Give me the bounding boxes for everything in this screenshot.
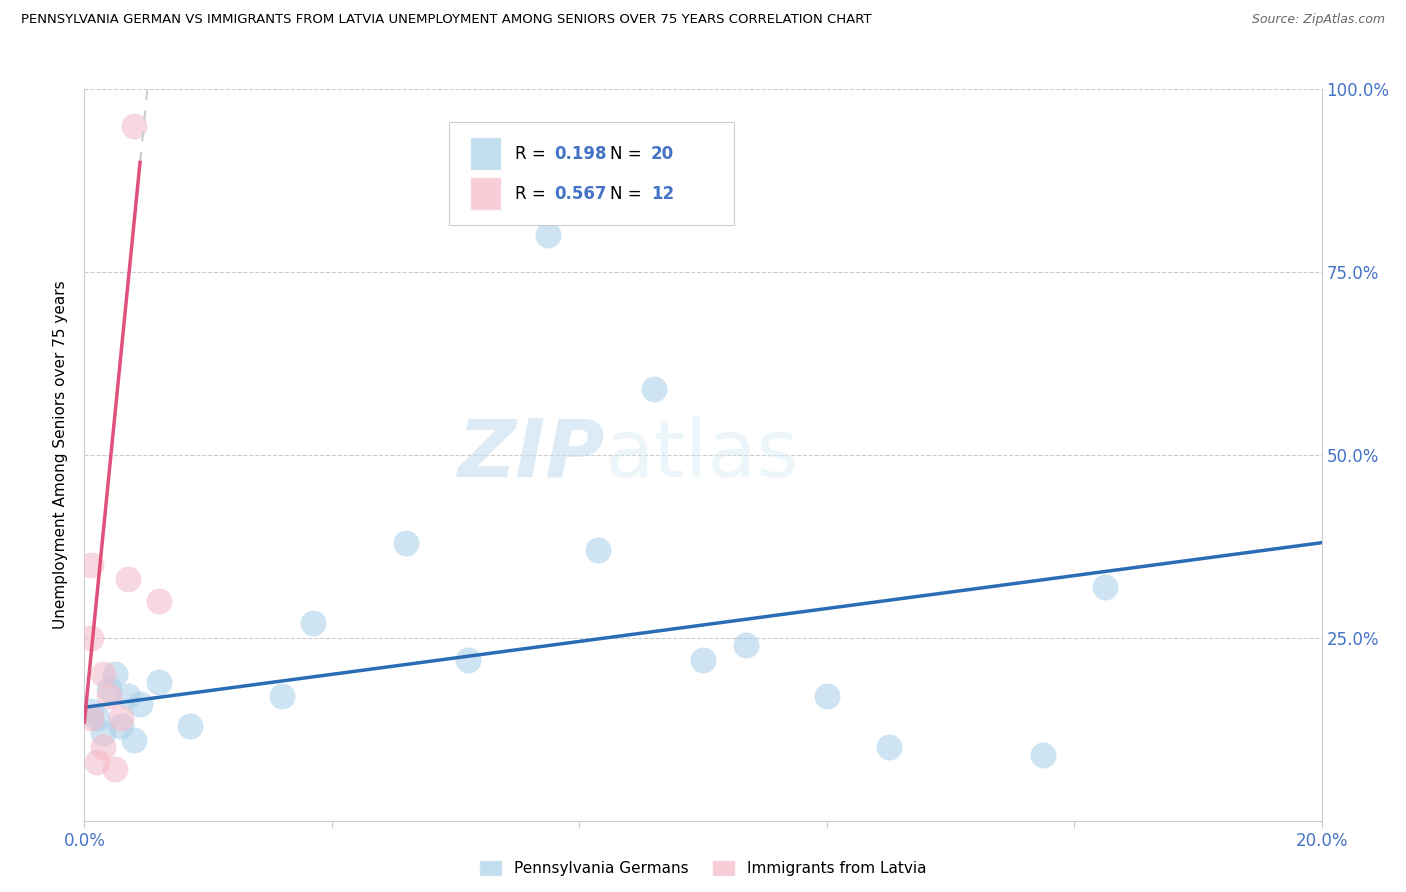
Text: 20: 20: [651, 145, 673, 162]
Text: R =: R =: [515, 145, 551, 162]
Point: [98, 681, 121, 696]
Point: [692, 653, 714, 667]
Point: [79, 631, 101, 645]
Point: [117, 572, 139, 586]
Point: [179, 718, 201, 732]
Point: [815, 690, 838, 704]
Point: [122, 733, 145, 747]
Point: [586, 543, 609, 558]
Point: [1032, 747, 1054, 762]
Point: [457, 653, 479, 667]
Point: [110, 718, 132, 732]
Text: Source: ZipAtlas.com: Source: ZipAtlas.com: [1251, 13, 1385, 27]
Point: [302, 616, 325, 631]
Point: [98, 690, 121, 704]
Text: 0.567: 0.567: [554, 185, 607, 202]
Text: R =: R =: [515, 185, 551, 202]
Point: [86, 711, 108, 725]
FancyBboxPatch shape: [471, 136, 502, 169]
Text: ZIP: ZIP: [457, 416, 605, 494]
Point: [643, 382, 665, 396]
Point: [79, 711, 101, 725]
Text: N =: N =: [610, 145, 647, 162]
Text: PENNSYLVANIA GERMAN VS IMMIGRANTS FROM LATVIA UNEMPLOYMENT AMONG SENIORS OVER 75: PENNSYLVANIA GERMAN VS IMMIGRANTS FROM L…: [21, 13, 872, 27]
Point: [148, 594, 170, 608]
Point: [537, 228, 560, 243]
Point: [877, 740, 900, 755]
Point: [91, 726, 114, 740]
Text: 12: 12: [651, 185, 673, 202]
Point: [79, 704, 101, 718]
Y-axis label: Unemployment Among Seniors over 75 years: Unemployment Among Seniors over 75 years: [53, 281, 69, 629]
Point: [122, 119, 145, 133]
Text: 0.198: 0.198: [554, 145, 607, 162]
Point: [79, 558, 101, 572]
Point: [148, 674, 170, 689]
Point: [86, 755, 108, 769]
Point: [1094, 580, 1116, 594]
FancyBboxPatch shape: [450, 122, 734, 225]
Point: [395, 535, 418, 549]
Point: [271, 690, 294, 704]
Point: [735, 638, 758, 652]
Point: [129, 697, 152, 711]
Point: [91, 740, 114, 755]
Point: [110, 711, 132, 725]
Point: [104, 667, 127, 681]
Text: N =: N =: [610, 185, 647, 202]
FancyBboxPatch shape: [471, 177, 502, 210]
Point: [91, 667, 114, 681]
Point: [117, 690, 139, 704]
Text: atlas: atlas: [605, 416, 799, 494]
Point: [104, 763, 127, 777]
Legend: Pennsylvania Germans, Immigrants from Latvia: Pennsylvania Germans, Immigrants from La…: [474, 855, 932, 882]
